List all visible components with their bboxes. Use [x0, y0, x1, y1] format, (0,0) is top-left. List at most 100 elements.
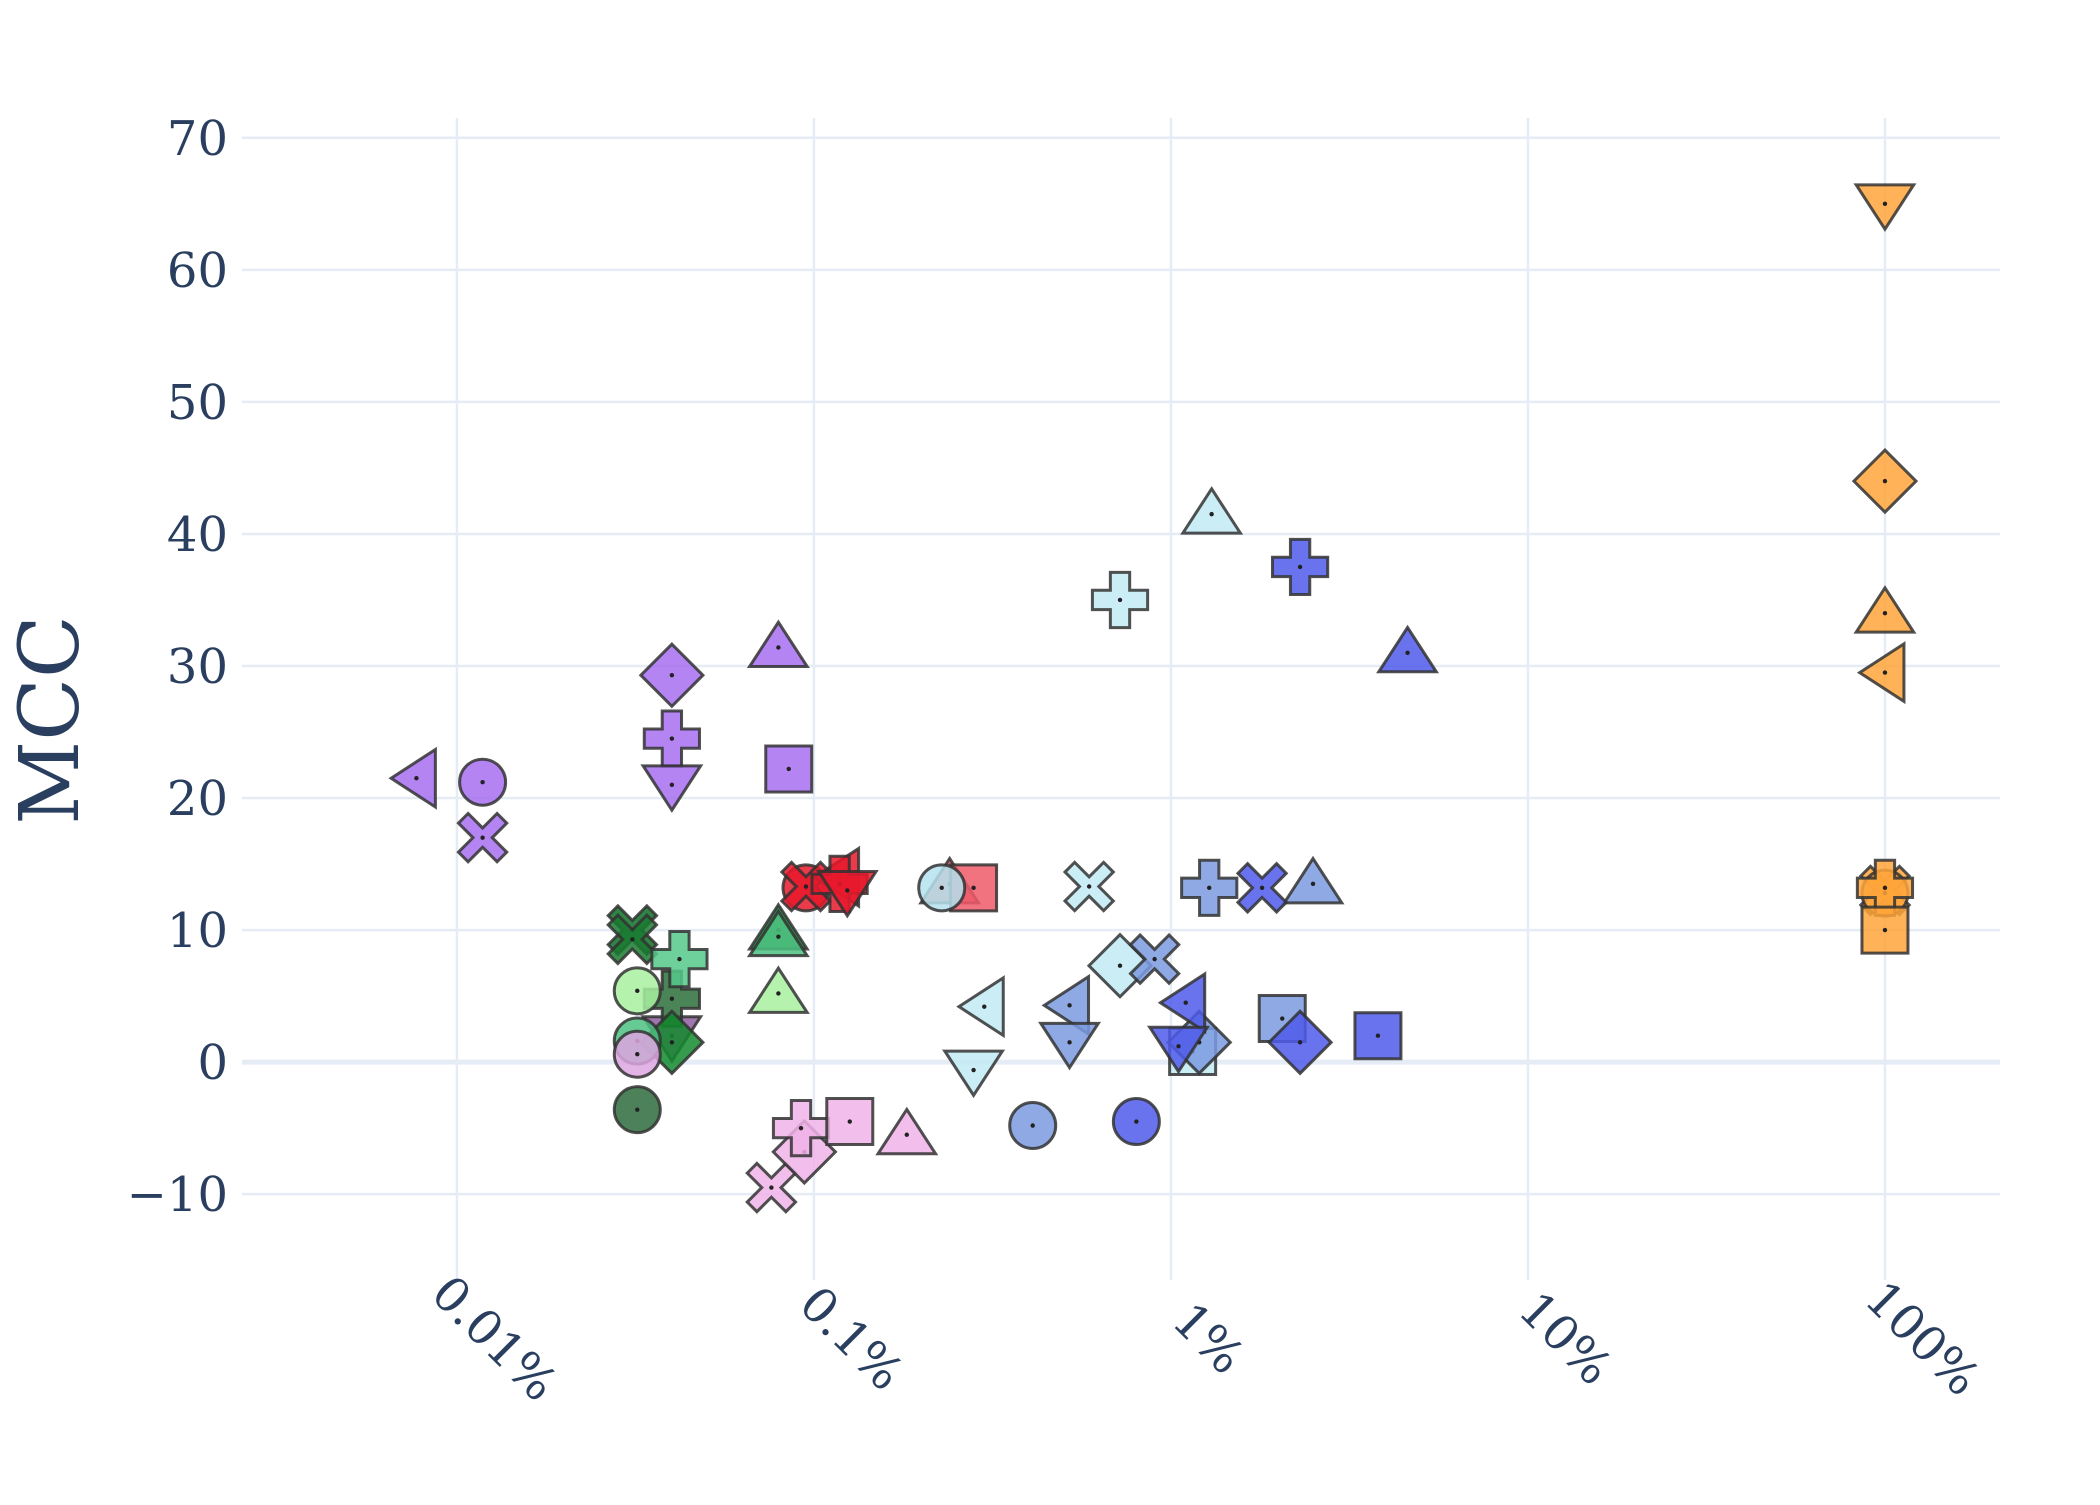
data-point: [1128, 932, 1181, 986]
marker-triangle-left: [1157, 971, 1207, 1035]
marker-center-dot: [1259, 885, 1265, 891]
marker-center-dot: [1067, 1003, 1072, 1008]
data-point: [956, 975, 1005, 1039]
marker-center-dot: [1310, 881, 1316, 887]
data-point: [917, 863, 967, 913]
marker-center-dot: [847, 1119, 852, 1124]
data-point: [1281, 855, 1345, 905]
marker-center-dot: [1117, 963, 1123, 968]
marker-center-dot: [669, 996, 675, 1001]
marker-center-dot: [845, 888, 850, 893]
marker-center-dot: [1375, 1033, 1381, 1038]
x-tick-label: 10%: [1508, 1281, 1623, 1396]
data-point: [825, 1097, 875, 1147]
x-tick-label: 100%: [1854, 1270, 1991, 1407]
marker-triangle-left: [1856, 641, 1906, 705]
marker-center-dot: [677, 956, 682, 962]
marker-triangle-up: [1180, 486, 1244, 535]
y-tick-label: 70: [167, 111, 228, 167]
marker-triangle-down: [1147, 1025, 1211, 1075]
marker-center-dot: [1297, 1040, 1303, 1045]
y-tick-label: 50: [167, 375, 228, 431]
marker-triangle-left: [1041, 973, 1091, 1037]
marker-center-dot: [769, 1185, 774, 1190]
marker-center-dot: [1067, 1040, 1072, 1045]
y-tick-label: 20: [167, 771, 228, 827]
data-point: [640, 764, 704, 813]
data-point: [1853, 183, 1917, 232]
marker-center-dot: [786, 766, 791, 772]
data-point: [1235, 861, 1289, 915]
data-point: [815, 869, 879, 919]
data-point: [1270, 537, 1330, 597]
marker-triangle-up: [746, 965, 810, 1014]
marker-triangle-down: [815, 869, 879, 919]
marker-triangle-up: [1853, 585, 1917, 634]
marker-center-dot: [971, 885, 976, 891]
data-point: [746, 965, 810, 1014]
marker-triangle-left: [956, 975, 1005, 1039]
y-axis-label: MCC: [3, 615, 98, 824]
data-point: [1376, 624, 1440, 674]
data-point: [875, 1106, 939, 1156]
data-point: [942, 1049, 1006, 1099]
y-tick-label: 40: [167, 507, 228, 563]
data-point: [458, 757, 508, 807]
marker-center-dot: [1882, 927, 1888, 933]
marker-center-dot: [982, 1004, 987, 1009]
marker-center-dot: [1882, 478, 1888, 484]
marker-triangle-up: [746, 908, 810, 958]
y-tick-label: 60: [167, 243, 228, 299]
data-point: [456, 811, 509, 864]
data-point: [745, 1161, 798, 1214]
marker-center-dot: [1882, 670, 1888, 675]
data-point: [1090, 570, 1150, 630]
data-point: [1353, 1011, 1403, 1061]
marker-triangle-up: [1281, 855, 1345, 905]
marker-center-dot: [630, 937, 635, 942]
marker-center-dot: [669, 782, 675, 788]
data-point: [771, 1099, 831, 1158]
marker-triangle-up: [1376, 624, 1440, 674]
y-tick-label: −10: [127, 1167, 228, 1223]
data-point: [1180, 858, 1239, 917]
marker-triangle-down: [942, 1049, 1006, 1099]
x-tick-label: 0.1%: [788, 1276, 914, 1402]
marker-center-dot: [480, 779, 485, 785]
marker-center-dot: [1152, 956, 1157, 962]
marker-center-dot: [798, 1125, 804, 1131]
marker-center-dot: [1117, 597, 1123, 603]
y-tick-label: 30: [167, 639, 228, 695]
data-point: [746, 619, 810, 668]
data-point: [1041, 973, 1091, 1037]
marker-center-dot: [1882, 201, 1888, 207]
marker-center-dot: [1086, 884, 1092, 889]
marker-triangle-down: [1853, 183, 1917, 232]
data-point: [1038, 1021, 1102, 1071]
data-point: [764, 744, 814, 794]
data-point: [1856, 641, 1906, 705]
marker-center-dot: [669, 673, 675, 678]
marker-center-dot: [971, 1067, 976, 1073]
y-tick-label: 0: [197, 1035, 228, 1091]
data-point: [1008, 1101, 1058, 1151]
axes: 0.01% 0.1% 1% 10% 100% 70 60 50 40 30 20 10 0 −10: [127, 111, 1991, 1413]
marker-center-dot: [480, 835, 485, 840]
marker-center-dot: [635, 988, 640, 994]
marker-center-dot: [1207, 885, 1212, 891]
marker-center-dot: [776, 991, 781, 996]
data-point: [1180, 486, 1244, 535]
data-point: [612, 1085, 662, 1135]
marker-center-dot: [1882, 610, 1888, 616]
marker-center-dot: [669, 736, 675, 741]
marker-triangle-left: [388, 746, 437, 810]
marker-center-dot: [669, 1040, 675, 1045]
data-point: [1157, 971, 1207, 1035]
marker-center-dot: [635, 1052, 640, 1057]
marker-center-dot: [1183, 1000, 1188, 1005]
data-point: [612, 966, 662, 1016]
marker-center-dot: [1297, 564, 1303, 570]
x-tick-label: 1%: [1162, 1292, 1255, 1385]
